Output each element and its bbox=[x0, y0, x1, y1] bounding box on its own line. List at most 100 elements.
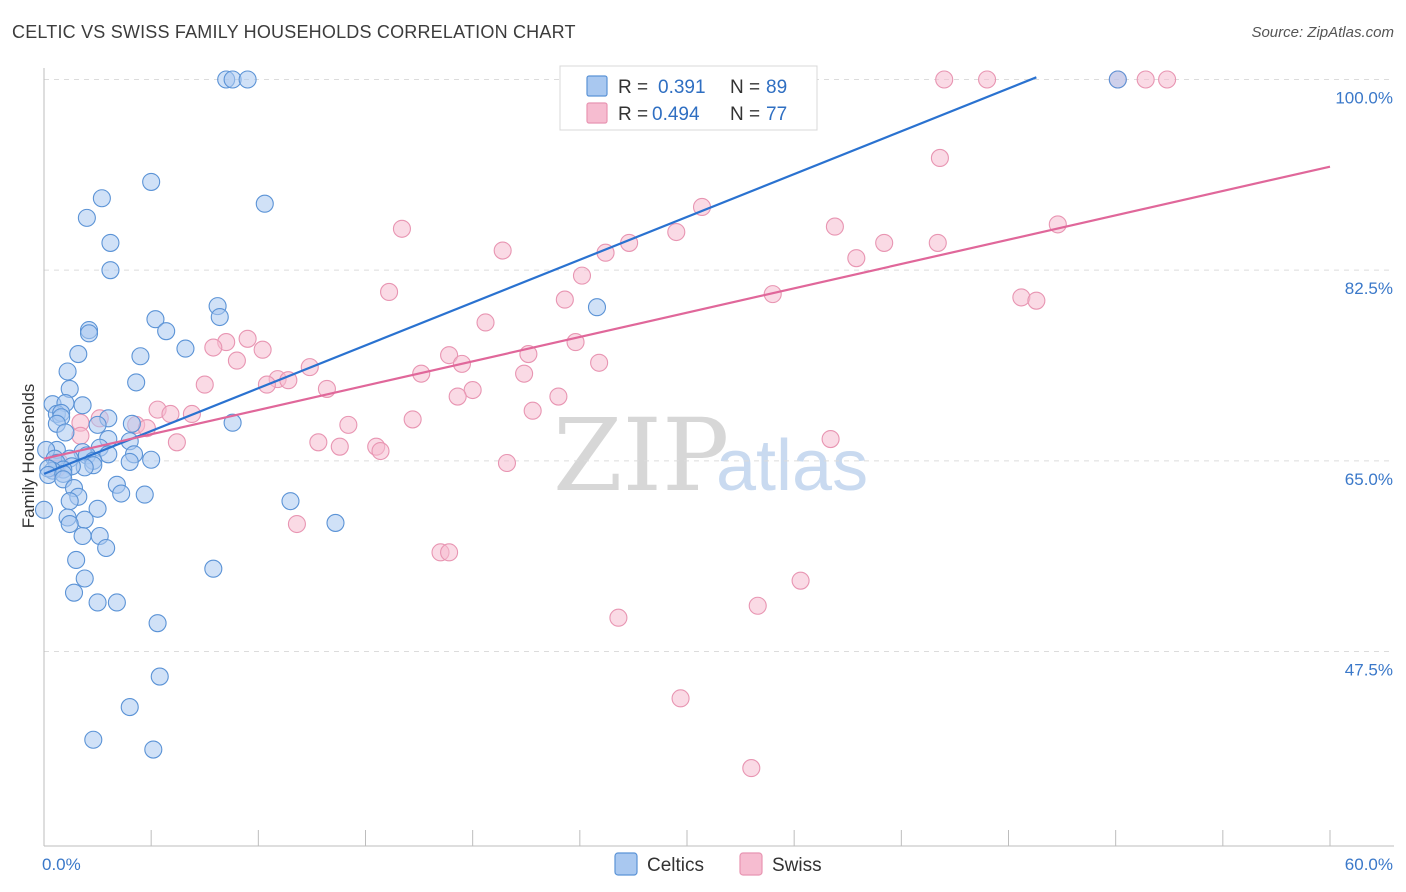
watermark-atlas: atlas bbox=[716, 426, 868, 506]
swiss-point bbox=[253, 340, 272, 359]
celtics-trendline bbox=[43, 76, 1037, 475]
swiss-point bbox=[935, 70, 954, 89]
swiss-point bbox=[440, 346, 459, 365]
celtics-point bbox=[148, 614, 167, 633]
legend-swatch-celtics bbox=[586, 75, 608, 97]
swiss-point bbox=[825, 217, 844, 236]
swiss-point bbox=[330, 437, 349, 456]
swiss-point bbox=[791, 571, 810, 590]
legend-r-value-swiss: 0.494 bbox=[652, 104, 700, 125]
celtics-point bbox=[112, 484, 131, 503]
celtics-point bbox=[58, 362, 77, 381]
legend-n-label-swiss: N = bbox=[730, 104, 760, 125]
swiss-point bbox=[497, 453, 517, 473]
swiss-point bbox=[287, 514, 306, 534]
celtics-point bbox=[60, 514, 79, 534]
swiss-point bbox=[204, 338, 223, 357]
swiss-point bbox=[875, 233, 894, 252]
swiss-point bbox=[1012, 288, 1031, 307]
swiss-point bbox=[590, 353, 609, 372]
series-legend-swatch-swiss bbox=[739, 852, 763, 876]
swiss-point bbox=[978, 70, 997, 89]
series-legend-label-celtics: Celtics bbox=[647, 855, 704, 876]
celtics-point bbox=[281, 492, 300, 511]
celtics-point bbox=[73, 526, 92, 546]
celtics-point bbox=[135, 485, 154, 504]
celtics-point bbox=[204, 559, 223, 578]
celtics-point bbox=[64, 583, 84, 602]
celtics-point bbox=[92, 189, 111, 208]
celtics-point bbox=[157, 322, 176, 341]
swiss-point bbox=[523, 401, 542, 420]
celtics-point bbox=[223, 70, 242, 89]
swiss-point bbox=[339, 415, 358, 434]
swiss-point bbox=[515, 364, 534, 383]
series-legend-label-swiss: Swiss bbox=[772, 855, 822, 876]
celtics-point bbox=[101, 233, 120, 252]
celtics-point bbox=[120, 698, 139, 717]
legend-n-value-swiss: 77 bbox=[766, 104, 787, 125]
swiss-point bbox=[238, 329, 257, 348]
swiss-point bbox=[555, 290, 574, 309]
series-legend: Celtics Swiss bbox=[614, 852, 822, 876]
swiss-point bbox=[1158, 70, 1177, 89]
celtics-point bbox=[75, 569, 94, 588]
celtics-point bbox=[223, 413, 242, 432]
swiss-point bbox=[671, 689, 690, 708]
y-tick-label: 100.0% bbox=[1335, 89, 1393, 108]
legend-n-label-celtics: N = bbox=[730, 77, 760, 98]
swiss-point bbox=[609, 608, 628, 627]
y-tick-labels: 47.5% 65.0% 82.5% 100.0% bbox=[1335, 89, 1393, 680]
source-credit: Source: ZipAtlas.com bbox=[1251, 24, 1394, 41]
celtics-point bbox=[107, 593, 126, 612]
celtics-point bbox=[131, 347, 150, 366]
swiss-point bbox=[167, 433, 186, 452]
swiss-point bbox=[448, 387, 467, 406]
celtics-point bbox=[127, 373, 146, 392]
swiss-point bbox=[667, 222, 686, 242]
gridlines bbox=[44, 79, 1394, 652]
watermark-zip: ZIP bbox=[553, 397, 729, 514]
celtics-point bbox=[73, 396, 92, 415]
swiss-point bbox=[847, 249, 866, 268]
swiss-trendline bbox=[43, 165, 1331, 460]
swiss-point bbox=[1136, 70, 1155, 89]
celtics-points bbox=[34, 70, 1127, 759]
celtics-point bbox=[238, 70, 257, 89]
celtics-point bbox=[79, 324, 99, 343]
celtics-point bbox=[176, 339, 195, 358]
celtics-point bbox=[587, 298, 607, 317]
swiss-point bbox=[392, 219, 411, 238]
legend-swatch-swiss bbox=[586, 102, 608, 124]
celtics-point bbox=[150, 667, 169, 686]
celtics-point bbox=[34, 500, 54, 519]
celtics-point bbox=[77, 208, 96, 227]
celtics-point bbox=[142, 172, 161, 191]
swiss-point bbox=[748, 596, 767, 615]
celtics-point bbox=[146, 310, 165, 329]
swiss-point bbox=[380, 282, 399, 302]
swiss-point bbox=[440, 543, 459, 562]
legend-r-label-celtics: R = bbox=[618, 77, 648, 98]
swiss-point bbox=[476, 313, 495, 332]
chart-title: CELTIC VS SWISS FAMILY HOUSEHOLDS CORREL… bbox=[12, 22, 576, 42]
x-tick-label: 0.0% bbox=[42, 855, 81, 874]
celtics-point bbox=[75, 510, 94, 529]
swiss-point bbox=[195, 375, 214, 394]
celtics-point bbox=[56, 423, 75, 442]
y-tick-label: 47.5% bbox=[1345, 661, 1393, 680]
x-tick-label: 60.0% bbox=[1345, 855, 1393, 874]
celtics-point bbox=[122, 414, 141, 433]
celtics-point bbox=[60, 492, 79, 511]
celtics-point bbox=[88, 499, 107, 518]
legend-r-label-swiss: R = bbox=[618, 104, 648, 125]
y-tick-label: 82.5% bbox=[1345, 279, 1393, 298]
celtics-point bbox=[142, 450, 161, 469]
celtics-point bbox=[67, 550, 86, 570]
swiss-point bbox=[71, 426, 90, 445]
celtics-point bbox=[97, 538, 116, 558]
swiss-point bbox=[493, 241, 512, 260]
swiss-point bbox=[403, 410, 422, 429]
swiss-point bbox=[309, 433, 328, 452]
swiss-point bbox=[821, 429, 840, 449]
